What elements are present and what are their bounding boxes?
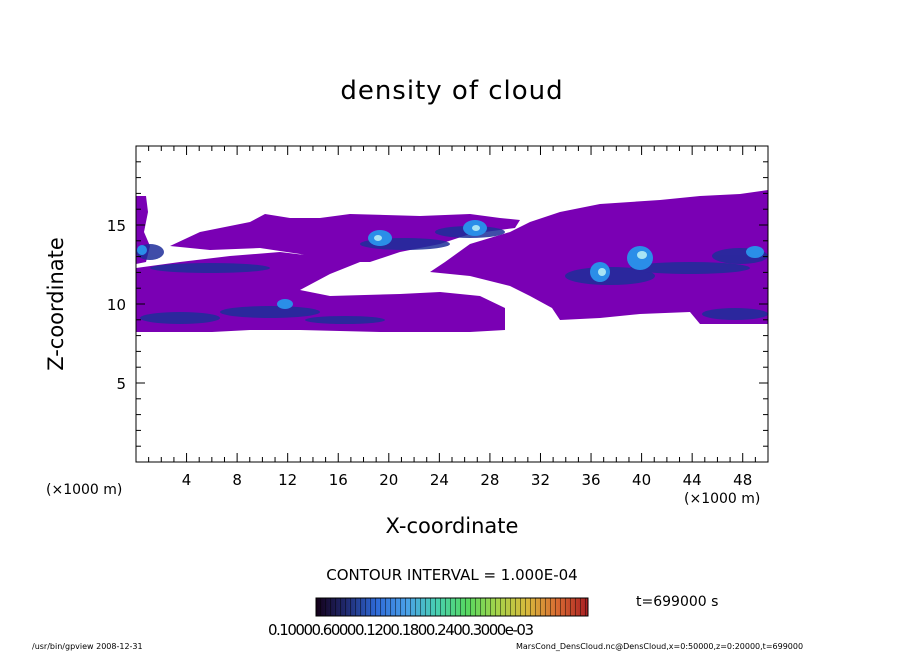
x-tick-label: 8 (232, 471, 242, 489)
y-tick-label: 15 (107, 217, 126, 235)
chart-title: density of cloud (340, 76, 564, 106)
x-tick-label: 12 (278, 471, 297, 489)
x-unit-label-left: (×1000 m) (46, 482, 123, 498)
colorbar-tick-labels: 0.10000.60000.1200.1800.2400.3000e-03 (268, 621, 534, 639)
cloud-region-upper (170, 214, 520, 262)
cloud-density-field (136, 190, 768, 332)
colorbar (315, 597, 589, 617)
x-axis-label: X-coordinate (385, 514, 519, 538)
colorbar-stripes (316, 598, 588, 616)
x-tick-label: 48 (733, 471, 752, 489)
y-axis-label: Z-coordinate (44, 237, 68, 371)
x-tick-label: 24 (430, 471, 449, 489)
cloud-peaks (374, 225, 647, 276)
cloud-region-right (430, 190, 768, 324)
y-tick-label: 5 (116, 375, 126, 393)
y-ticks: 5 10 15 (107, 161, 768, 447)
program-info: /usr/bin/gpview 2008-12-31 (32, 642, 143, 651)
colorbar-frame (315, 597, 589, 617)
x-tick-label: 16 (329, 471, 348, 489)
x-tick-label: 32 (531, 471, 550, 489)
x-tick-label: 4 (182, 471, 192, 489)
x-tick-label: 28 (480, 471, 499, 489)
x-tick-label: 20 (379, 471, 398, 489)
x-unit-label-right: (×1000 m) (684, 491, 761, 507)
contour-interval-label: CONTOUR INTERVAL = 1.000E-04 (326, 566, 578, 584)
x-tick-label: 44 (683, 471, 702, 489)
y-tick-label: 10 (107, 296, 126, 314)
data-source-info: MarsCond_DensCloud.nc@DensCloud,x=0:5000… (516, 642, 804, 651)
x-tick-label: 40 (632, 471, 651, 489)
time-label: t=699000 s (636, 594, 719, 610)
x-ticks: 4 8 12 16 20 24 28 32 36 40 44 48 (148, 146, 756, 489)
x-tick-label: 36 (581, 471, 600, 489)
